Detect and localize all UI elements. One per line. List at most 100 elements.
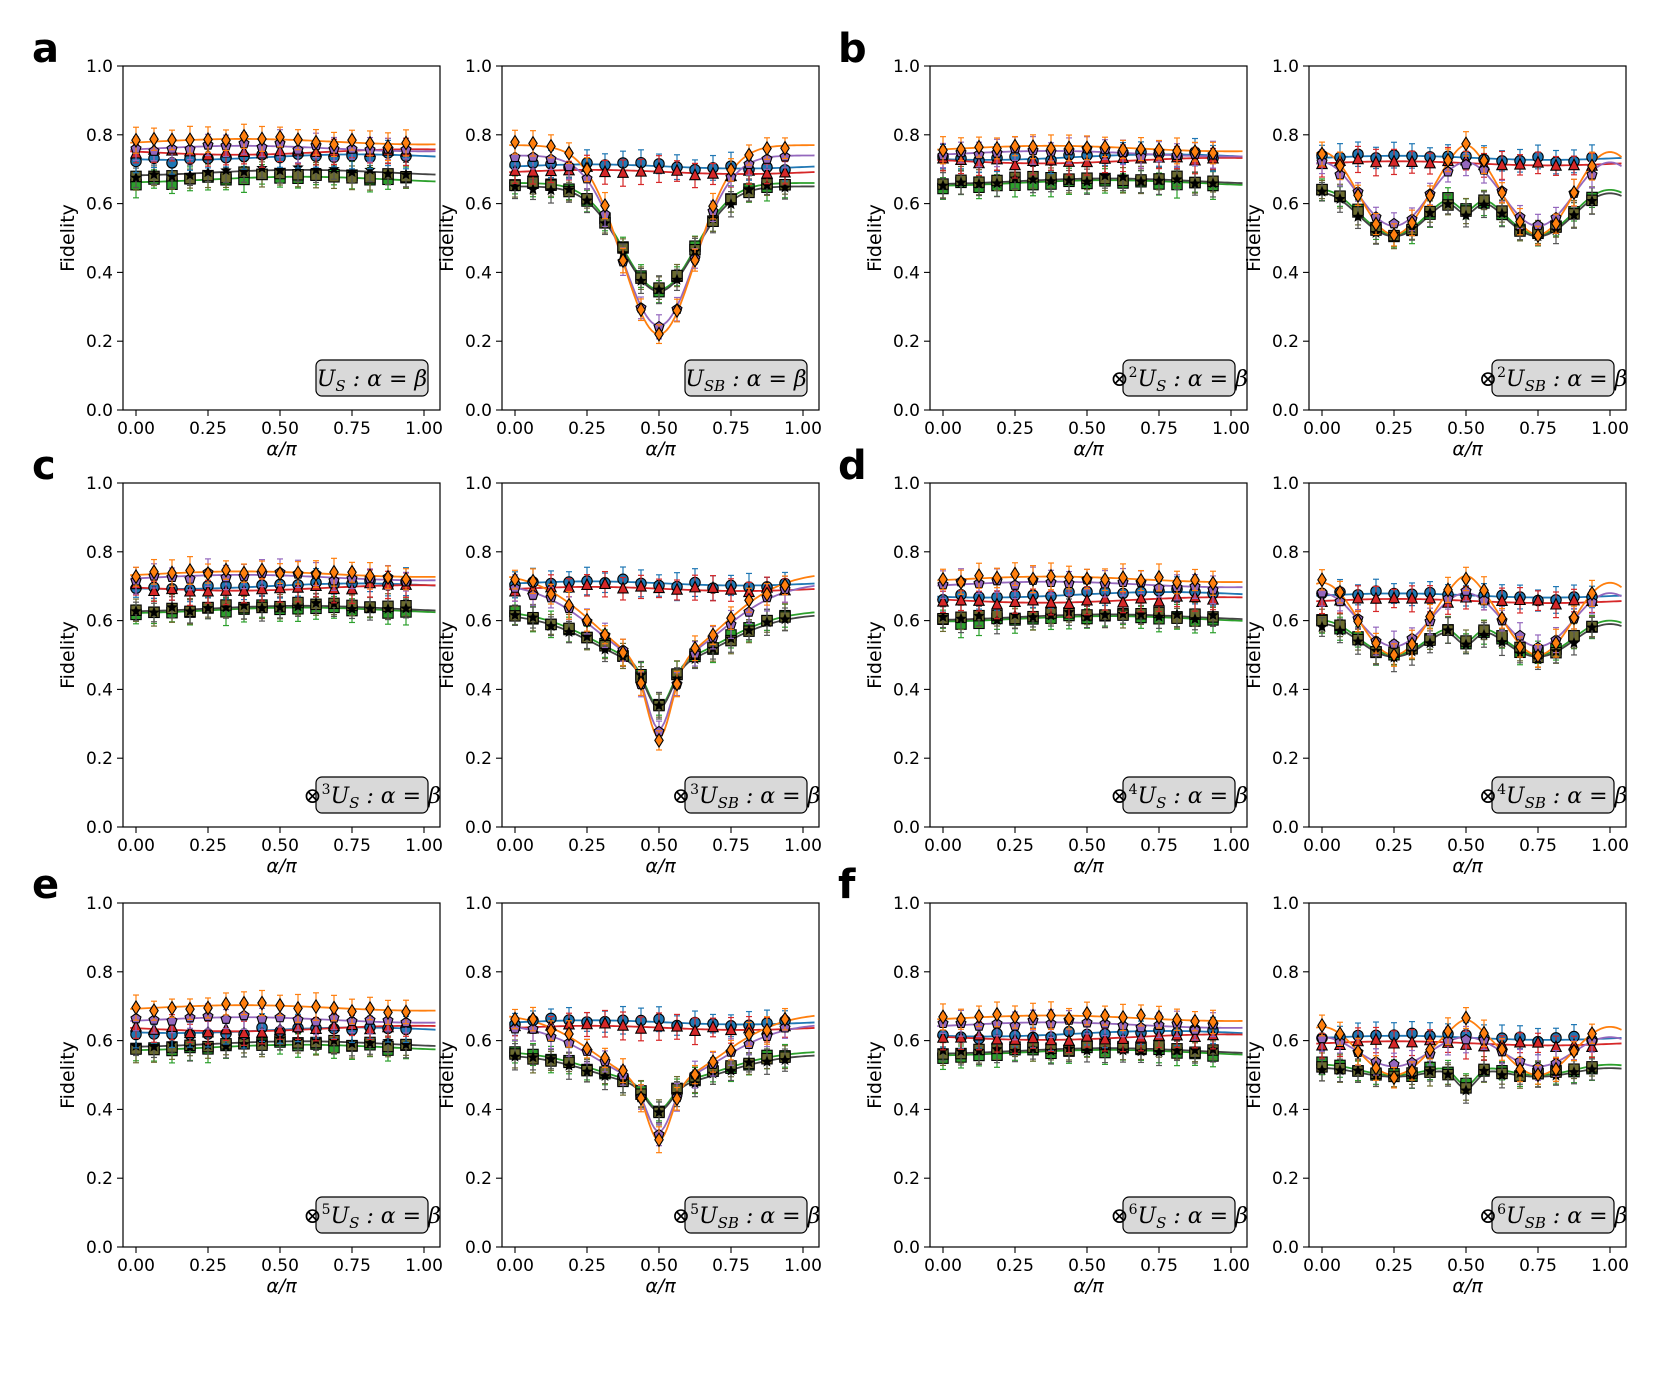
y-tick-label: 0.2 [86,1169,113,1189]
y-tick-label: 0.6 [1272,195,1299,215]
y-tick-label: 0.4 [86,1100,113,1120]
y-axis-label: Fidelity [1243,1041,1265,1109]
subplot-e-usb: 0.0 0.2 0.4 0.6 0.8 1.0 0.00 0.25 0.50 0.75 1.00 Fi… [436,894,822,1297]
point-orange [401,135,411,151]
y-tick-label: 0.0 [86,401,113,421]
y-tick-label: 0.8 [1272,543,1299,563]
panel-label-box: ⊗2US : α = β [1110,359,1248,397]
y-tick-label: 0.8 [86,963,113,983]
y-tick-label: 0.6 [1272,612,1299,632]
point-black [148,168,160,180]
y-tick-label: 1.0 [1272,57,1299,77]
y-tick-label: 0.4 [465,263,492,283]
y-tick-label: 0.2 [1272,332,1299,352]
point-orange [329,136,339,153]
x-tick-label: 0.25 [568,1256,606,1276]
y-tick-label: 0.4 [465,680,492,700]
y-tick-label: 0.0 [1272,1238,1299,1258]
x-tick-label: 0.75 [333,1256,371,1276]
point-black [400,168,412,180]
y-tick-label: 1.0 [465,894,492,914]
plot-frame [1308,65,1627,411]
y-tick-label: 0.2 [1272,749,1299,769]
x-tick-label: 0.00 [496,1256,534,1276]
panel-letters: a b c d e f [32,26,867,908]
plot-frame [122,65,441,411]
y-tick-label: 0.8 [465,543,492,563]
y-tick-label: 1.0 [893,474,920,494]
panel-label-box: ⊗2USB : α = β [1479,359,1627,397]
x-tick-label: 0.75 [333,419,371,439]
plot-frame [122,482,441,828]
x-tick-label: 0.75 [1519,836,1557,856]
point-orange [149,131,159,147]
y-tick-label: 0.4 [86,680,113,700]
x-axis-label: α/π [1073,855,1104,877]
plot-frame [929,482,1248,828]
y-tick-label: 0.8 [86,126,113,146]
point-orange [347,132,357,148]
point-orange [275,129,285,145]
y-axis-label: Fidelity [436,204,458,272]
point-orange [365,135,375,152]
x-tick-label: 0.25 [189,1256,227,1276]
x-axis-label: α/π [266,438,297,460]
panel-letter-e: e [32,862,59,908]
panel-label-box: ⊗6USB : α = β [1479,1196,1627,1234]
plot-frame [501,482,820,828]
y-tick-label: 0.0 [1272,401,1299,421]
x-tick-label: 1.00 [1212,419,1250,439]
panel-label-box: USB : α = β [684,359,808,397]
y-tick-label: 0.6 [465,1032,492,1052]
subplot-a-usb: 0.0 0.2 0.4 0.6 0.8 1.0 0.00 0.25 0.50 0.75 1.00 Fi… [436,57,822,460]
x-axis-label: α/π [645,438,676,460]
y-tick-label: 0.8 [893,963,920,983]
x-tick-label: 1.00 [405,419,443,439]
y-tick-label: 1.0 [86,894,113,914]
subplot-b-usb: 0.0 0.2 0.4 0.6 0.8 1.0 0.00 0.25 0.50 0.75 1.00 Fi… [1243,57,1629,460]
panel-label-box: ⊗5USB : α = β [672,1196,820,1234]
x-axis-label: α/π [645,1275,676,1297]
y-tick-label: 0.8 [86,543,113,563]
x-tick-label: 0.50 [1447,1256,1485,1276]
y-tick-label: 0.8 [1272,126,1299,146]
x-axis-label: α/π [645,855,676,877]
plot-frame [501,902,820,1248]
y-tick-label: 0.0 [86,1238,113,1258]
y-tick-label: 0.0 [1272,818,1299,838]
y-tick-label: 1.0 [86,57,113,77]
x-tick-label: 0.75 [1140,1256,1178,1276]
y-tick-label: 0.2 [893,1169,920,1189]
subplot-f-us: 0.0 0.2 0.4 0.6 0.8 1.0 0.00 0.25 0.50 0.75 1.00 Fi… [864,894,1250,1297]
y-tick-label: 0.2 [893,749,920,769]
subplot-d-usb: 0.0 0.2 0.4 0.6 0.8 1.0 0.00 0.25 0.50 0.75 1.00 Fi… [1243,474,1629,877]
y-tick-label: 0.6 [465,612,492,632]
x-tick-label: 0.50 [640,1256,678,1276]
x-tick-label: 0.00 [117,836,155,856]
data-points [129,123,413,199]
y-tick-label: 0.8 [465,126,492,146]
y-tick-label: 0.0 [465,1238,492,1258]
subplot-f-usb: 0.0 0.2 0.4 0.6 0.8 1.0 0.00 0.25 0.50 0.75 1.00 Fi… [1243,894,1629,1297]
panel-label: USB : α = β [685,367,806,395]
x-tick-label: 0.00 [1303,836,1341,856]
y-tick-label: 1.0 [1272,474,1299,494]
y-tick-label: 1.0 [893,57,920,77]
x-tick-label: 0.25 [1375,836,1413,856]
panel-letter-f: f [838,862,856,908]
y-tick-label: 0.4 [893,263,920,283]
x-tick-label: 1.00 [1212,1256,1250,1276]
x-tick-label: 0.00 [1303,419,1341,439]
point-black [238,165,250,177]
point-black [166,170,178,182]
x-tick-label: 1.00 [784,836,822,856]
x-tick-label: 0.50 [261,1256,299,1276]
y-tick-label: 0.4 [1272,1100,1299,1120]
y-tick-label: 0.6 [86,612,113,632]
point-black [310,163,322,175]
x-tick-label: 0.25 [996,1256,1034,1276]
panel-label-box: ⊗5US : α = β [303,1196,441,1234]
y-tick-label: 1.0 [893,894,920,914]
x-tick-label: 0.00 [924,1256,962,1276]
x-axis-label: α/π [266,1275,297,1297]
